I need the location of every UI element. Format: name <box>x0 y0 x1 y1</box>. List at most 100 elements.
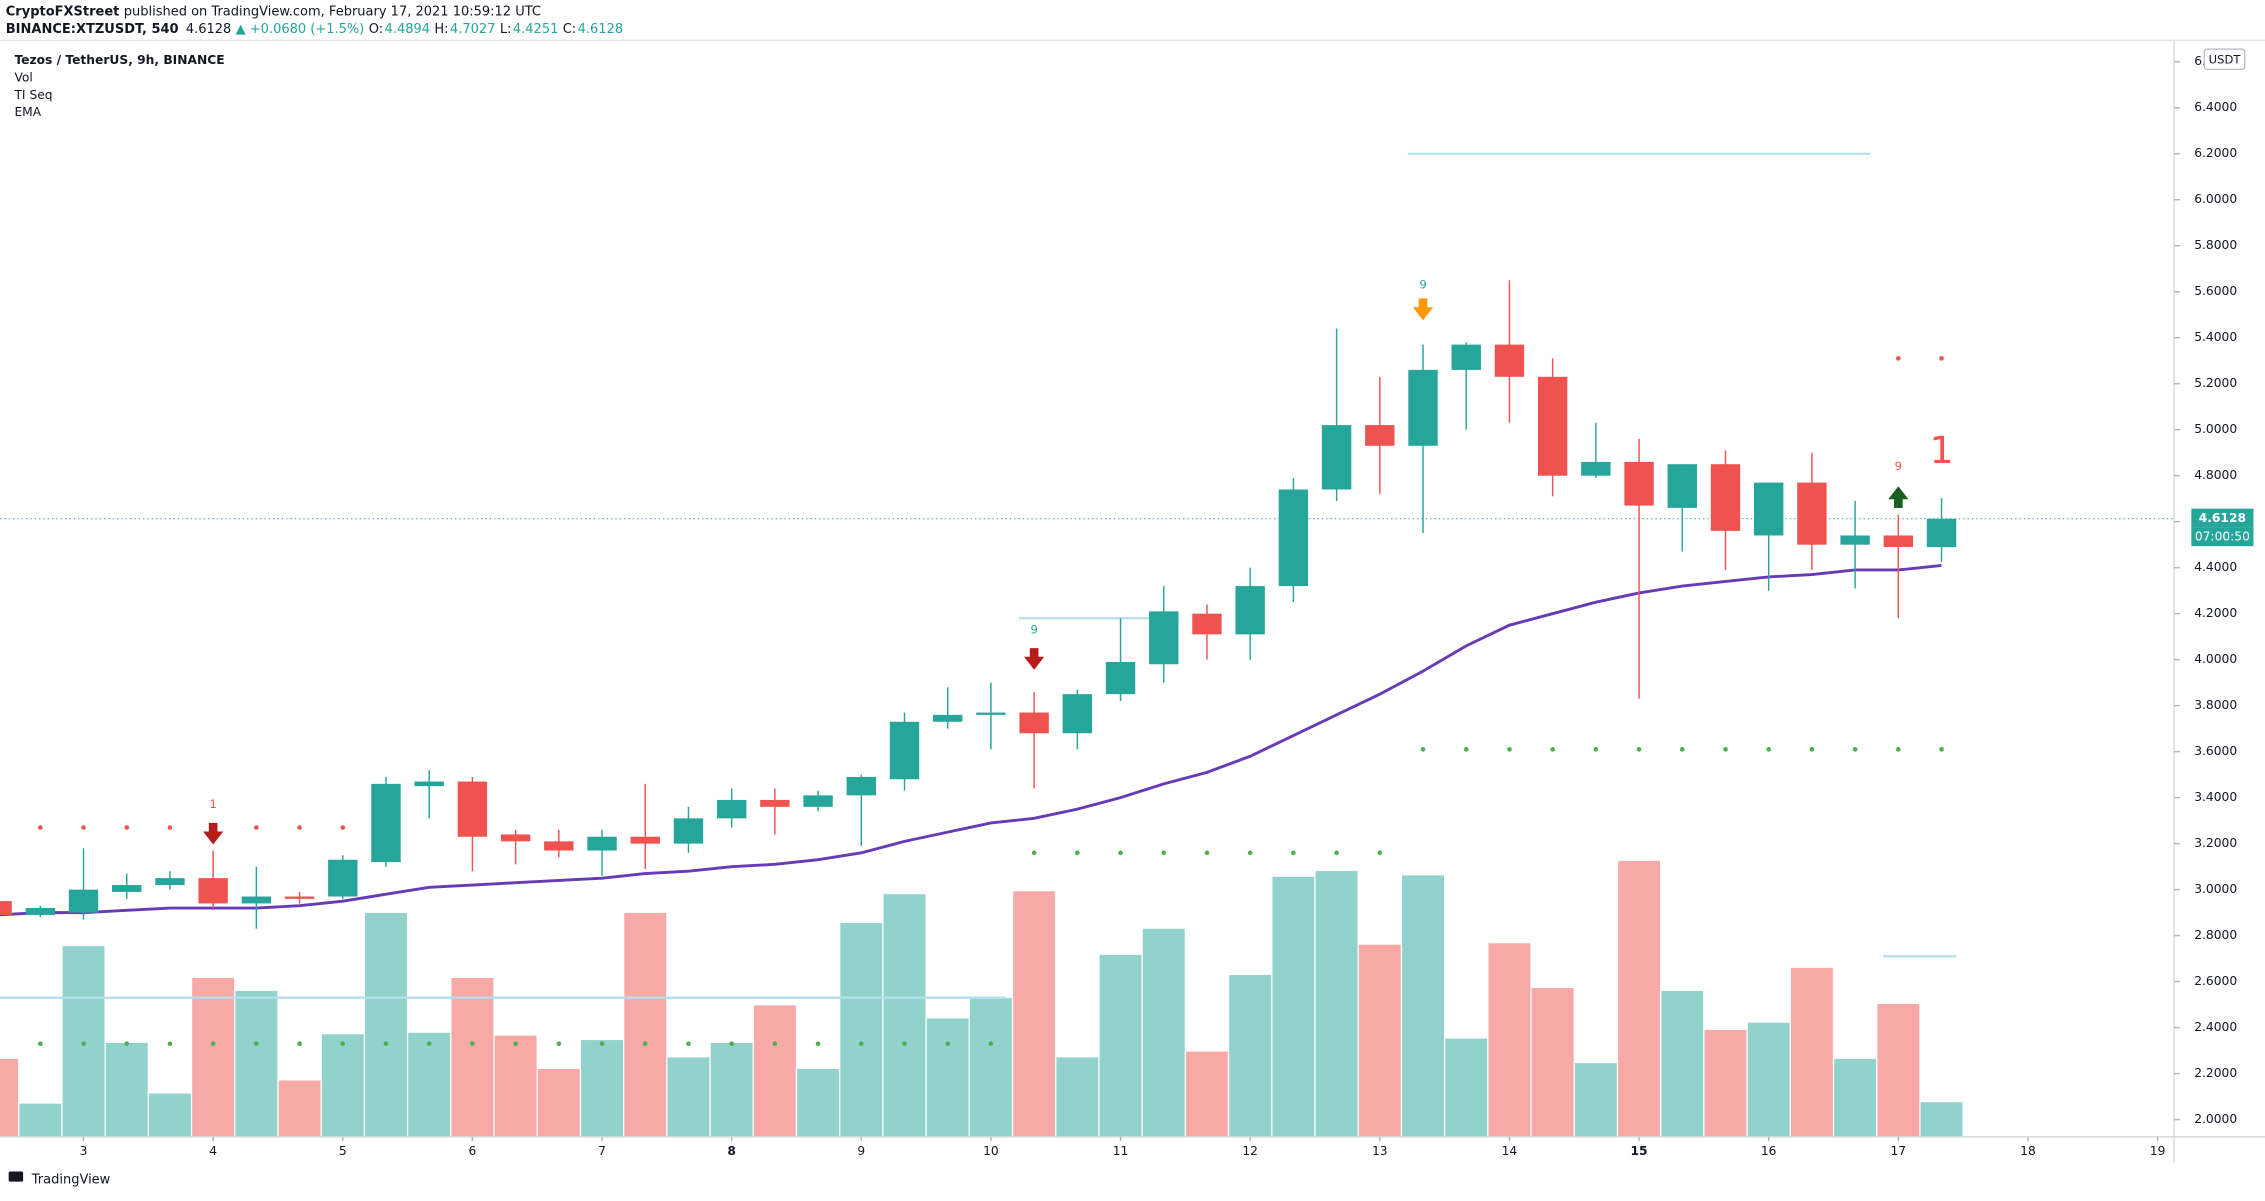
volume-bar <box>840 923 883 1137</box>
currency-box[interactable] <box>2203 48 2246 70</box>
seq-dot <box>383 1041 389 1047</box>
ohlc-value: 4.4251 <box>513 21 559 36</box>
candle-body <box>371 783 401 863</box>
seq-dot <box>1550 747 1555 752</box>
volume-bar <box>278 1080 321 1137</box>
seq-dot <box>254 825 259 830</box>
signal-arrow <box>1024 648 1045 670</box>
brand-logo[interactable]: TradingView <box>8 1171 111 1188</box>
y-tick-label: 2.0000 <box>2194 1112 2237 1126</box>
volume-bar <box>451 977 494 1137</box>
seq-count: 1 <box>1930 428 1954 472</box>
volume-bar <box>0 1058 19 1137</box>
candle-body <box>1581 461 1611 476</box>
volume-bar <box>1315 871 1358 1137</box>
header-line: CryptoFXStreet published on TradingView.c… <box>6 4 541 19</box>
candle-body <box>1537 376 1568 476</box>
seq-dot <box>1679 747 1685 752</box>
seq-dot <box>1852 747 1858 752</box>
seq-dot <box>686 1041 691 1047</box>
candle-body <box>1019 712 1049 734</box>
seq-dot <box>772 1041 778 1047</box>
volume-bar <box>1790 967 1833 1137</box>
volume-bar <box>1445 1038 1488 1137</box>
seq-dot <box>1420 747 1426 752</box>
candle-body <box>1321 425 1352 490</box>
seq-dot <box>1939 747 1944 752</box>
last-price-box <box>2191 508 2254 528</box>
y-tick-label: 5.2000 <box>2194 376 2237 390</box>
candle-body <box>1365 425 1395 446</box>
candle-body <box>1840 535 1870 545</box>
x-tick-label: 17 <box>1891 1144 1907 1158</box>
seq-dot <box>38 825 43 830</box>
volume-bar <box>408 1032 451 1137</box>
x-tick-label: 15 <box>1631 1144 1648 1158</box>
volume-bar <box>148 1093 191 1137</box>
seq-dot <box>124 1041 130 1047</box>
currency[interactable]: USDT <box>2209 52 2242 66</box>
volume-bar <box>1229 975 1272 1137</box>
x-tick-label: 18 <box>2020 1144 2036 1158</box>
seq-dot <box>1507 747 1512 752</box>
seq-count: 9 <box>1419 277 1426 291</box>
legend-entry: TI Seq <box>13 88 52 102</box>
y-tick-label: 5.4000 <box>2194 330 2237 344</box>
candle-body <box>1797 482 1827 545</box>
seq-dot <box>1766 747 1772 752</box>
seq-dot <box>1896 747 1901 752</box>
y-tick-label: 2.8000 <box>2194 928 2237 942</box>
ohlc-value: 4.6128 <box>578 21 624 36</box>
volume-bar <box>192 977 235 1137</box>
volume-bar <box>1488 943 1531 1137</box>
y-tick-label: 6.4000 <box>2194 100 2237 114</box>
seq-dot <box>81 1041 86 1047</box>
candle-body <box>803 795 833 807</box>
volume-bar <box>1531 988 1574 1137</box>
header-line: BINANCE:XTZUSDT, 540 4.6128 ▲ +0.0680 (+1.… <box>6 21 623 36</box>
volume-bar <box>1618 860 1661 1137</box>
y-tick-label: 2.6000 <box>2194 974 2237 988</box>
y-tick-label: 5.0000 <box>2194 422 2237 436</box>
y-tick-label: 2.4000 <box>2194 1020 2237 1034</box>
seq-dot <box>642 1041 648 1047</box>
candle-body <box>976 712 1006 715</box>
seq-count: 9 <box>1895 459 1902 473</box>
ohlc-label: O: <box>369 21 383 36</box>
seq-dot <box>210 1041 216 1047</box>
author: CryptoFXStreet <box>6 4 120 19</box>
logo-icon <box>8 1171 24 1182</box>
seq-dot <box>1247 850 1253 856</box>
candle-body <box>1926 518 1957 548</box>
ohlc-label: C: <box>563 21 576 36</box>
volume-bar <box>1920 1102 1963 1137</box>
candle-body <box>1062 694 1093 734</box>
volume-bar <box>1272 876 1315 1137</box>
seq-dot <box>729 1041 734 1047</box>
candle-body <box>716 799 747 819</box>
seq-dot <box>1161 850 1167 856</box>
candle-body <box>1235 586 1265 635</box>
ohlc-value: 4.4894 <box>385 21 431 36</box>
symbol: BINANCE:XTZUSDT, 540 <box>6 21 179 36</box>
candle-body <box>500 834 531 842</box>
y-tick-label: 2.2000 <box>2194 1066 2237 1080</box>
volume-bar <box>1056 1057 1099 1137</box>
brand[interactable]: TradingView <box>31 1173 111 1188</box>
candle-body <box>414 781 444 787</box>
candle-body <box>587 836 617 851</box>
candle-body <box>1192 613 1222 635</box>
volume-bar <box>321 1034 364 1137</box>
candle-body <box>155 878 185 886</box>
volume-bar <box>667 1057 710 1137</box>
candle-body <box>198 878 228 904</box>
volume-bar <box>1661 990 1704 1137</box>
y-tick-label: 4.8000 <box>2194 468 2237 482</box>
y-tick-label: 3.6000 <box>2194 744 2237 758</box>
axes: 2.0000 2.2000 2.4000 2.6000 2.8000 3.0000 3.20… <box>80 54 2254 1158</box>
x-tick-label: 8 <box>727 1144 736 1158</box>
x-tick-label: 6 <box>469 1144 477 1158</box>
y-tick-label: 4.2000 <box>2194 606 2237 620</box>
candle-body <box>328 859 358 897</box>
